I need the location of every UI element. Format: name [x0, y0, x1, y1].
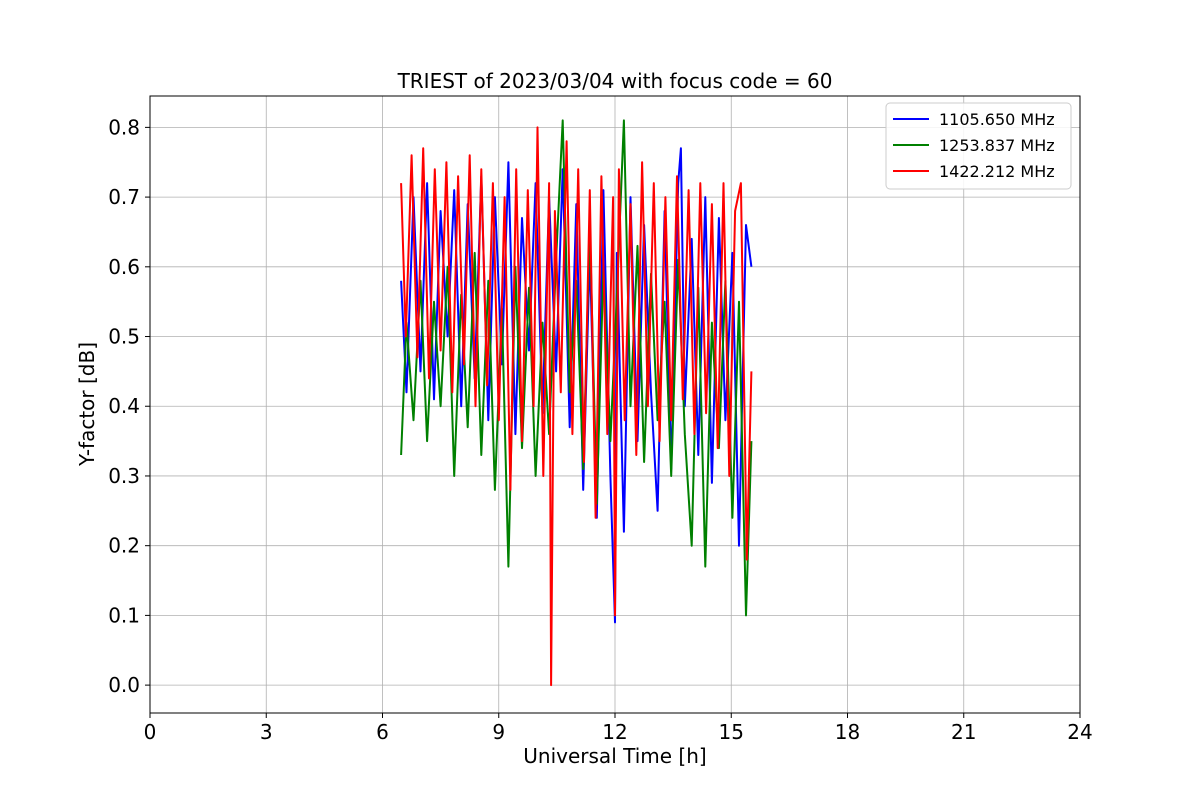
y-tick-label: 0.0 — [108, 673, 140, 697]
x-tick-label: 15 — [719, 720, 744, 744]
y-tick-label: 0.8 — [108, 115, 140, 139]
y-tick-label: 0.1 — [108, 603, 140, 627]
series-line-1 — [400, 147, 753, 624]
ticks: 0 3 6 9 12 15 18 21 24 0.0 0.1 0.2 0.3 0.4 0.5 0.6 0.7 0.… — [108, 115, 1093, 744]
y-tick-label: 0.4 — [108, 394, 140, 418]
legend-entries: 1105.650 MHz 1253.837 MHz 1422.212 MHz — [893, 110, 1055, 181]
y-tick-label: 0.2 — [108, 534, 140, 558]
x-tick-label: 3 — [260, 720, 273, 744]
x-tick-label: 6 — [376, 720, 389, 744]
x-tick-label: 12 — [602, 720, 627, 744]
chart-title: TRIEST of 2023/03/04 with focus code = 6… — [397, 69, 833, 93]
legend-label-3: 1422.212 MHz — [939, 162, 1055, 181]
legend-box — [885, 102, 1072, 190]
legend-label-2: 1253.837 MHz — [939, 136, 1055, 155]
y-tick-label: 0.7 — [108, 185, 140, 209]
x-tick-label: 21 — [951, 720, 976, 744]
x-tick-label: 24 — [1067, 720, 1092, 744]
y-tick-label: 0.6 — [108, 255, 140, 279]
series-line-3 — [400, 126, 753, 687]
x-tick-label: 18 — [835, 720, 860, 744]
legend: 1105.650 MHz 1253.837 MHz 1422.212 MHz — [885, 102, 1072, 190]
y-tick-label: 0.3 — [108, 464, 140, 488]
x-tick-label: 0 — [144, 720, 157, 744]
legend-label-1: 1105.650 MHz — [939, 110, 1055, 129]
series-layer — [400, 119, 753, 687]
x-tick-label: 9 — [492, 720, 505, 744]
y-axis-label: Y-factor [dB] — [75, 342, 99, 467]
x-axis-label: Universal Time [h] — [523, 744, 706, 768]
y-tick-label: 0.5 — [108, 325, 140, 349]
